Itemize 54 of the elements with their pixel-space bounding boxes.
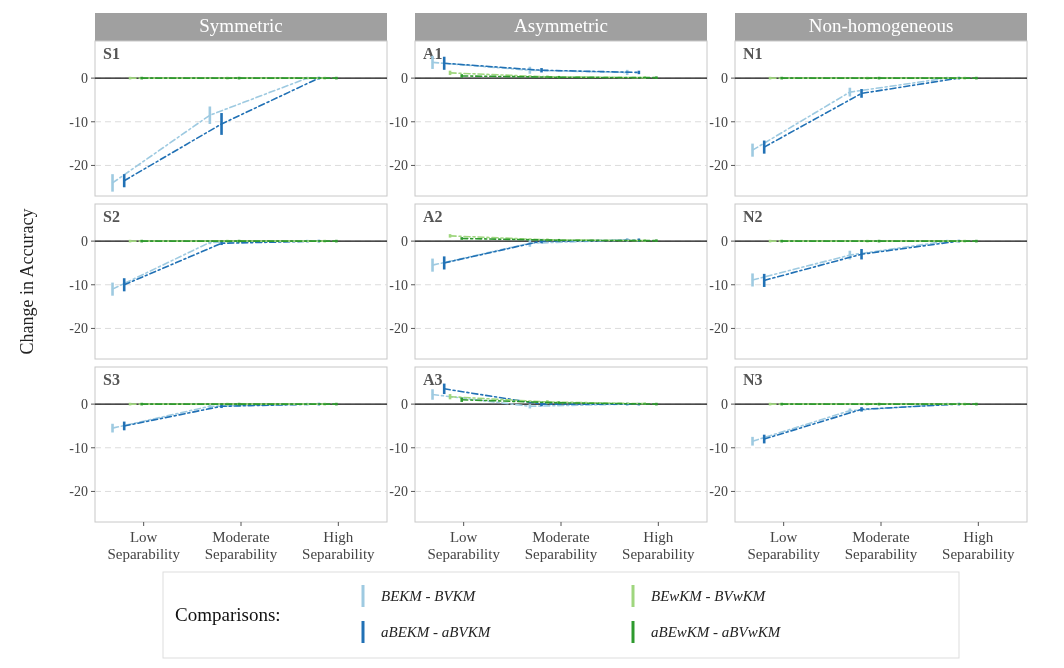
legend-label: BEKM - BVKM: [381, 588, 477, 605]
y-tick-label: -10: [69, 440, 88, 456]
x-tick-label: Moderate Separability: [844, 529, 918, 562]
y-tick-label: -20: [709, 484, 728, 500]
x-tick-label: Moderate Separability: [524, 529, 598, 562]
x-tick-label: Low Separability: [427, 529, 501, 562]
chart-subtitle: A2: [423, 208, 443, 225]
y-tick-label: -10: [389, 440, 408, 456]
x-tick-label: High Separability: [622, 529, 696, 562]
y-tick-label: -20: [389, 484, 408, 500]
y-tick-label: -10: [709, 277, 728, 293]
y-tick-label: 0: [81, 234, 88, 250]
y-tick-label: -10: [389, 114, 408, 130]
x-tick-label: High Separability: [302, 529, 376, 562]
legend-label: aBEwKM - aBVwKM: [651, 624, 782, 641]
y-tick-label: -10: [709, 440, 728, 456]
x-tick-label: High Separability: [942, 529, 1016, 562]
y-tick-label: -10: [69, 277, 88, 293]
legend-label: aBEKM - aBVKM: [381, 624, 492, 641]
chart-subtitle: S3: [103, 371, 120, 388]
legend-title: Comparisons:: [175, 604, 281, 625]
chart-subtitle: S2: [103, 208, 120, 225]
y-tick-label: 0: [401, 397, 408, 413]
y-tick-label: -20: [69, 321, 88, 337]
y-axis-title: Change in Accuracy: [17, 208, 37, 355]
chart-subtitle: N2: [743, 208, 763, 225]
y-tick-label: 0: [401, 234, 408, 250]
y-tick-label: 0: [721, 234, 728, 250]
chart-title: Non-homogeneous: [808, 15, 954, 36]
y-tick-label: 0: [401, 71, 408, 87]
chart-title: Asymmetric: [514, 15, 608, 36]
y-tick-label: -20: [389, 158, 408, 174]
chart-title: Symmetric: [199, 15, 283, 36]
chart-subtitle: A1: [423, 45, 443, 62]
y-tick-label: 0: [721, 397, 728, 413]
legend-label: BEwKM - BVwKM: [651, 588, 767, 605]
chart-subtitle: N3: [743, 371, 763, 388]
chart-subtitle: N1: [743, 45, 763, 62]
y-tick-label: 0: [81, 397, 88, 413]
x-tick-label: Low Separability: [747, 529, 821, 562]
chart-subtitle: S1: [103, 45, 120, 62]
x-tick-label: Moderate Separability: [204, 529, 278, 562]
y-tick-label: -20: [69, 484, 88, 500]
y-tick-label: -20: [69, 158, 88, 174]
y-tick-label: -20: [389, 321, 408, 337]
y-tick-label: -10: [709, 114, 728, 130]
y-tick-label: 0: [721, 71, 728, 87]
y-tick-label: 0: [81, 71, 88, 87]
x-tick-label: Low Separability: [107, 529, 181, 562]
y-tick-label: -10: [69, 114, 88, 130]
y-tick-label: -10: [389, 277, 408, 293]
chart-subtitle: A3: [423, 371, 443, 388]
y-tick-label: -20: [709, 321, 728, 337]
y-tick-label: -20: [709, 158, 728, 174]
